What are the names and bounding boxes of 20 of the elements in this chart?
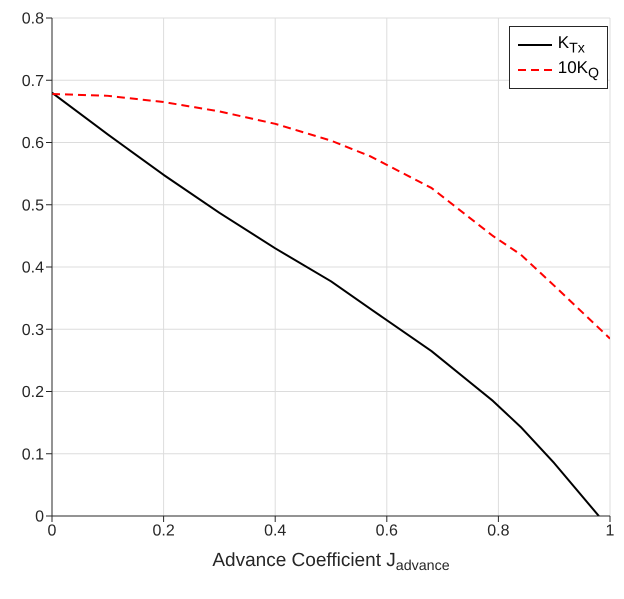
x-tick-label: 0.4	[264, 522, 286, 540]
y-tick-label: 0.4	[22, 260, 44, 277]
legend-label: 10K$_{Q}$	[558, 58, 599, 82]
y-tick-label: 0.7	[22, 72, 44, 90]
x-axis-title: Advance Coefficient J$_{advance}$	[212, 550, 450, 574]
line-series	[52, 92, 600, 516]
x-tick-label: 0.2	[152, 522, 175, 540]
x-tick-label: 0	[48, 522, 57, 540]
x-tick-label: 0.6	[376, 522, 398, 540]
y-tick-label: 0.6	[22, 135, 44, 152]
y-tick-label: 0.1	[22, 446, 44, 464]
line-series	[52, 92, 610, 340]
y-tick-label: 0.3	[22, 322, 44, 339]
y-tick-label: 0.5	[22, 197, 44, 214]
y-tick-label: 0.2	[22, 384, 44, 402]
legend-label: K$_{Tx}$	[558, 33, 585, 56]
x-tick-label: 0.8	[487, 522, 510, 540]
y-tick-label: 0.8	[22, 10, 44, 28]
y-tick-label: 0	[35, 508, 44, 526]
x-tick-label: 1	[606, 522, 615, 540]
